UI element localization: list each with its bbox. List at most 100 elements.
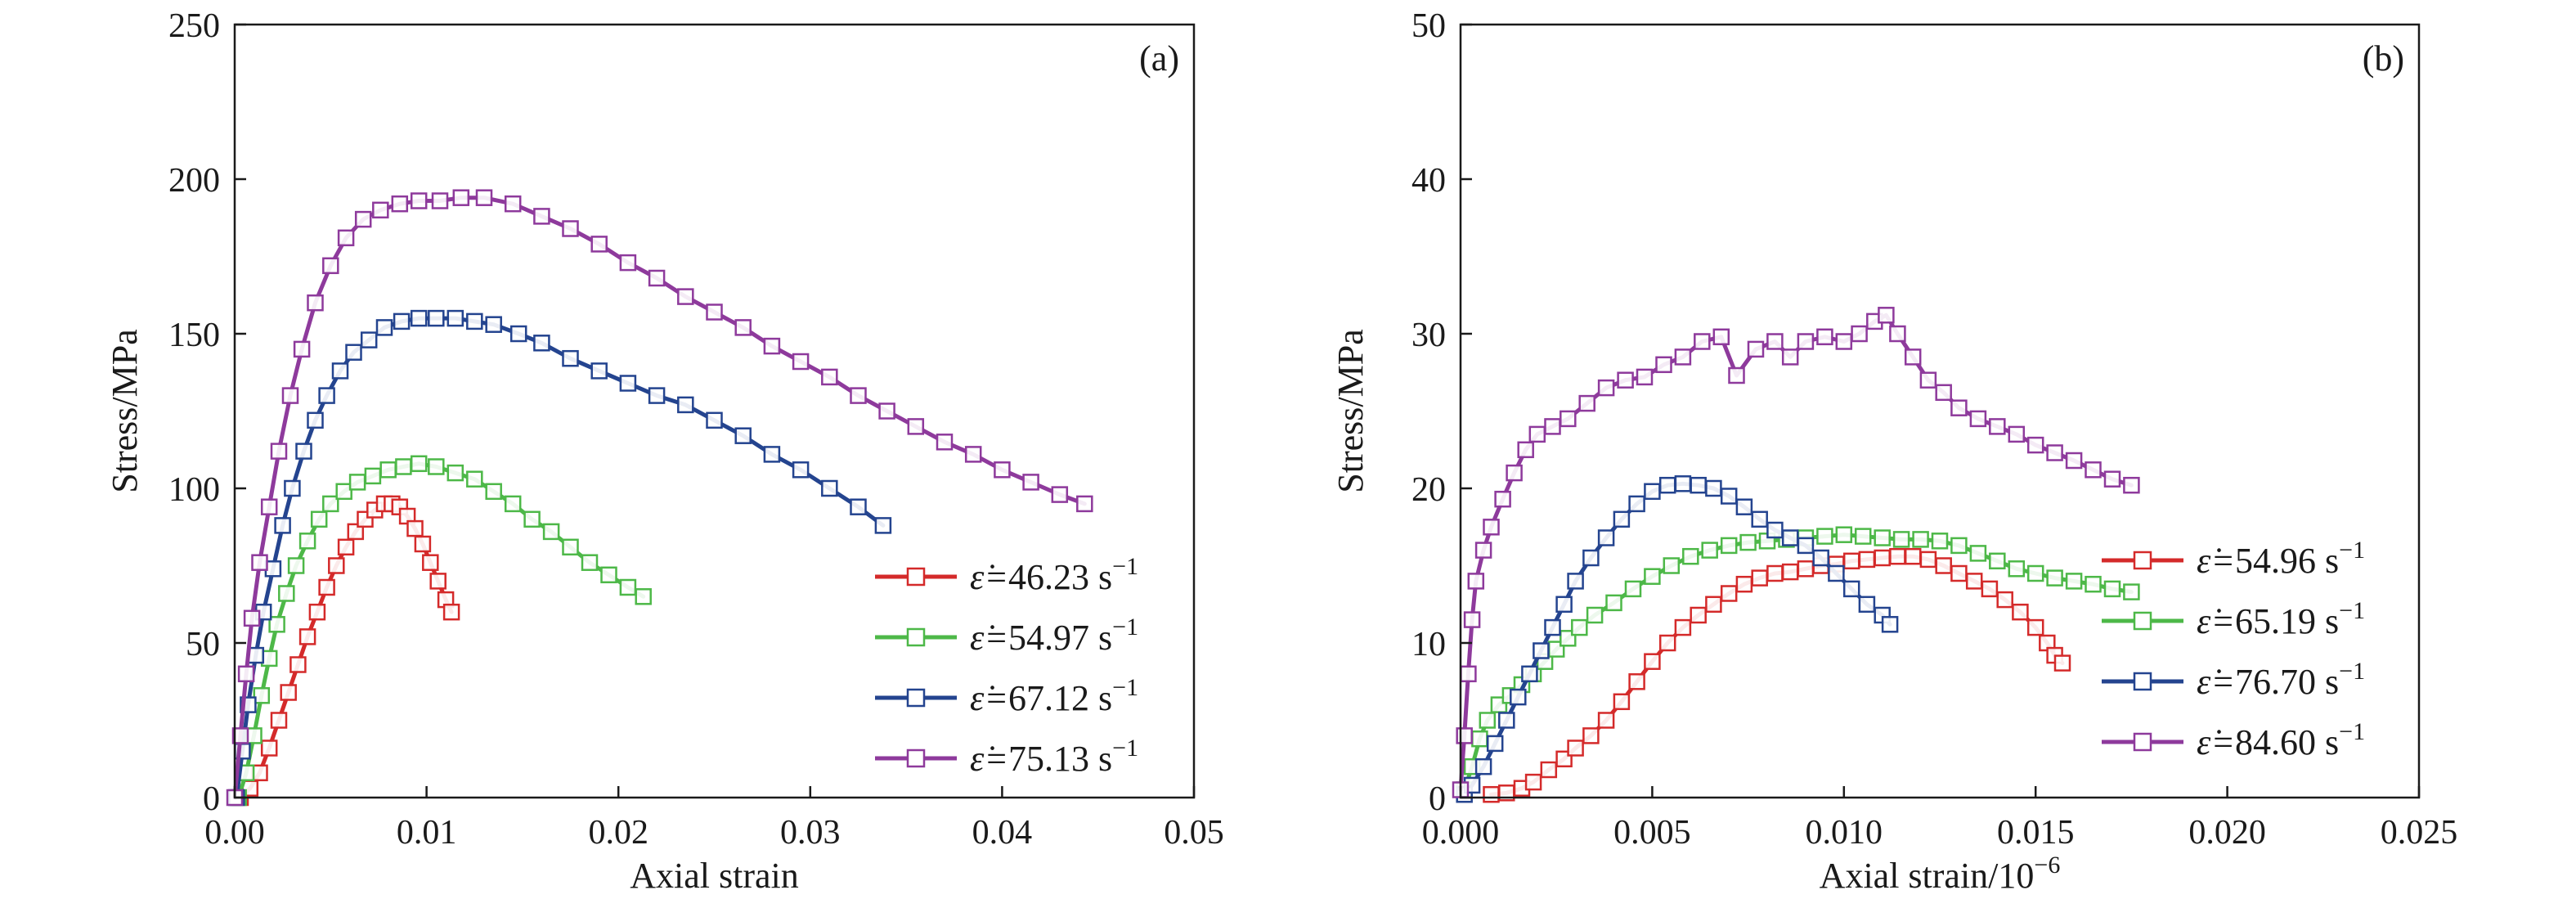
data-point bbox=[1889, 547, 1906, 565]
data-point bbox=[335, 483, 352, 501]
data-point bbox=[410, 192, 428, 209]
data-point bbox=[1842, 552, 1860, 570]
data-point bbox=[850, 387, 867, 404]
x-tick-label: 0.00 bbox=[204, 814, 265, 852]
data-point bbox=[1486, 735, 1504, 753]
legend-marker bbox=[906, 567, 926, 587]
data-point bbox=[1989, 418, 2006, 435]
data-point bbox=[1674, 348, 1692, 366]
data-point bbox=[504, 195, 522, 213]
data-point bbox=[1701, 542, 1718, 559]
data-point bbox=[2008, 560, 2026, 578]
data-point bbox=[1892, 531, 1910, 548]
data-point bbox=[348, 474, 366, 491]
series-4 bbox=[1452, 307, 2140, 798]
data-point bbox=[1878, 307, 1895, 324]
data-point bbox=[1969, 545, 1987, 562]
data-point bbox=[677, 288, 694, 305]
legend-label-exponent: −1 bbox=[1112, 674, 1138, 701]
data-point bbox=[1735, 575, 1753, 593]
data-point bbox=[509, 325, 527, 343]
data-point bbox=[562, 349, 579, 367]
data-point bbox=[542, 523, 560, 541]
data-point bbox=[1655, 356, 1672, 374]
data-point bbox=[260, 739, 278, 757]
legend: ε̇=46.23 s−1ε̇=54.97 s−1ε̇=67.12 s−1ε̇=7… bbox=[875, 553, 1138, 779]
legend-label-symbol: ε̇= bbox=[970, 557, 1008, 597]
data-point bbox=[1560, 410, 1577, 428]
legend-marker bbox=[2133, 732, 2152, 752]
data-point bbox=[1904, 547, 1922, 565]
data-point bbox=[677, 396, 694, 414]
data-point bbox=[1467, 573, 1485, 590]
data-point bbox=[485, 483, 502, 501]
data-point bbox=[1739, 533, 1757, 551]
data-point bbox=[318, 578, 335, 596]
legend-label-symbol: ε̇= bbox=[970, 678, 1008, 718]
data-point bbox=[2085, 461, 2102, 479]
data-point bbox=[1605, 594, 1622, 612]
data-point bbox=[1636, 368, 1654, 386]
data-point bbox=[1690, 606, 1707, 624]
data-point bbox=[308, 603, 326, 621]
data-point bbox=[1567, 739, 1584, 757]
data-point bbox=[1797, 537, 1815, 555]
data-point bbox=[322, 495, 339, 513]
data-point bbox=[1935, 557, 1952, 574]
series-3 bbox=[1456, 475, 1899, 803]
data-point bbox=[1835, 333, 1853, 350]
data-point bbox=[1463, 611, 1481, 628]
data-point bbox=[2026, 436, 2044, 454]
data-point bbox=[1479, 712, 1497, 729]
data-point bbox=[1712, 328, 1730, 346]
data-point bbox=[231, 727, 249, 744]
legend-marker bbox=[906, 748, 926, 768]
legend-item-4: ε̇=75.13 s−1 bbox=[875, 735, 1138, 779]
data-point bbox=[1597, 529, 1615, 546]
data-point bbox=[1969, 410, 1987, 428]
legend-label: ε̇=67.12 s−1 bbox=[970, 674, 1138, 718]
data-point bbox=[293, 340, 311, 358]
y-axis-title: Stress/MPa bbox=[1331, 329, 1371, 492]
data-point bbox=[1624, 580, 1642, 598]
legend-item-3: ε̇=67.12 s−1 bbox=[875, 674, 1138, 718]
data-point bbox=[278, 585, 295, 602]
data-point bbox=[1544, 418, 1561, 435]
data-point bbox=[1524, 773, 1542, 791]
data-point bbox=[1781, 348, 1799, 366]
data-point bbox=[1051, 486, 1069, 503]
data-point bbox=[1644, 568, 1661, 585]
data-point bbox=[406, 519, 424, 537]
data-point bbox=[1854, 528, 1872, 545]
data-point bbox=[994, 461, 1011, 479]
data-point bbox=[1456, 727, 1473, 744]
data-point bbox=[1950, 564, 1968, 582]
data-point bbox=[2123, 476, 2140, 494]
data-point bbox=[372, 201, 389, 219]
data-point bbox=[1567, 573, 1584, 590]
data-point bbox=[2026, 618, 2044, 636]
data-point bbox=[281, 387, 299, 404]
data-point bbox=[648, 269, 666, 287]
data-point bbox=[1494, 490, 1511, 508]
data-point bbox=[466, 470, 483, 488]
data-point bbox=[485, 316, 502, 333]
y-tick-label: 0 bbox=[1429, 780, 1446, 818]
x-axis-title: Axial strain bbox=[630, 856, 799, 896]
legend-label-symbol: ε̇= bbox=[2197, 662, 2235, 702]
data-point bbox=[1981, 580, 1999, 598]
data-point bbox=[410, 455, 428, 473]
data-point bbox=[2046, 444, 2063, 461]
data-point bbox=[354, 210, 372, 228]
data-point bbox=[1517, 441, 1534, 459]
data-point bbox=[452, 189, 470, 206]
legend-marker bbox=[2133, 551, 2152, 570]
legend-label-exponent: −1 bbox=[2339, 597, 2365, 624]
legend-label-value: 46.23 s bbox=[1008, 557, 1112, 597]
data-point bbox=[1904, 348, 1922, 366]
data-point bbox=[331, 362, 349, 380]
plot-frame bbox=[1459, 23, 2421, 799]
data-point bbox=[337, 229, 355, 247]
data-point bbox=[1663, 557, 1681, 574]
